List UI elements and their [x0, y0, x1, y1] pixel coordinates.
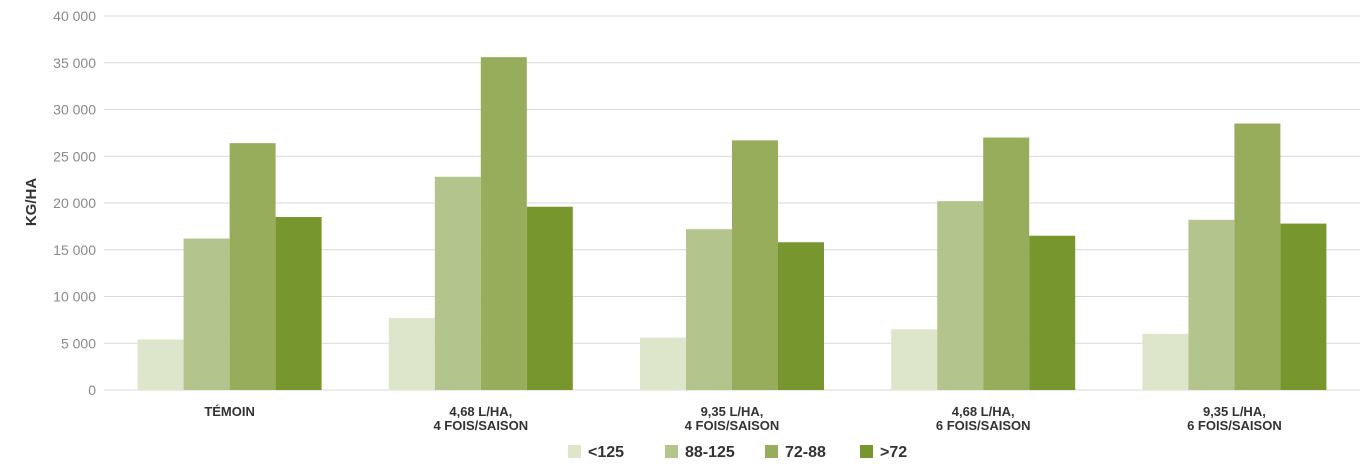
y-tick-label: 30 000: [53, 102, 96, 118]
bar: [480, 57, 527, 390]
bar: [229, 143, 276, 390]
bar: [388, 318, 435, 390]
x-category-label: 9,35 L/HA,: [701, 404, 764, 419]
y-axis-label: KG/HA: [23, 178, 40, 227]
bar: [137, 339, 184, 390]
x-category-label: 9,35 L/HA,: [1203, 404, 1266, 419]
legend-label: 72-88: [785, 444, 826, 461]
bar: [983, 137, 1030, 390]
bar: [732, 140, 778, 390]
bar: [891, 329, 938, 390]
bar: [937, 201, 984, 390]
legend-swatch: [765, 445, 778, 458]
x-category-label: TÉMOIN: [204, 404, 255, 419]
bar: [1142, 333, 1189, 390]
y-tick-label: 5 000: [61, 335, 96, 351]
y-axis-ticks: 0 5 000 10 000 15 000 20 000 25 000 30 000 35 0…: [53, 8, 96, 398]
y-tick-label: 40 000: [53, 8, 96, 24]
bar: [686, 229, 732, 390]
legend-swatch: [860, 445, 873, 458]
legend-label: 88-125: [685, 444, 735, 461]
y-tick-label: 25 000: [53, 148, 96, 164]
y-tick-label: 10 000: [53, 289, 96, 305]
bar: [1029, 235, 1076, 390]
y-tick-label: 20 000: [53, 195, 96, 211]
x-category-label: 6 FOIS/SAISON: [1187, 418, 1282, 433]
x-category-label: 4 FOIS/SAISON: [685, 418, 780, 433]
x-category-label: 6 FOIS/SAISON: [936, 418, 1031, 433]
x-category-label: 4 FOIS/SAISON: [433, 418, 528, 433]
bar: [778, 242, 824, 390]
bar: [1188, 219, 1235, 390]
legend-swatch: [665, 445, 678, 458]
bar: [640, 337, 686, 390]
bar: [526, 206, 573, 390]
legend-label: >72: [880, 444, 907, 461]
x-category-label: 4,68 L/HA,: [449, 404, 512, 419]
legend: <125 88-125 72-88 >72: [568, 444, 907, 461]
legend-label: <125: [588, 444, 624, 461]
bar: [434, 176, 481, 390]
x-category-label: 4,68 L/HA,: [952, 404, 1015, 419]
y-tick-label: 0: [88, 382, 96, 398]
bar: [183, 238, 230, 390]
bars: [137, 57, 1327, 391]
bar: [1234, 123, 1281, 391]
y-tick-label: 15 000: [53, 242, 96, 258]
legend-swatch: [568, 445, 581, 458]
bar: [275, 217, 322, 390]
y-tick-label: 35 000: [53, 55, 96, 71]
bar: [1280, 223, 1327, 390]
